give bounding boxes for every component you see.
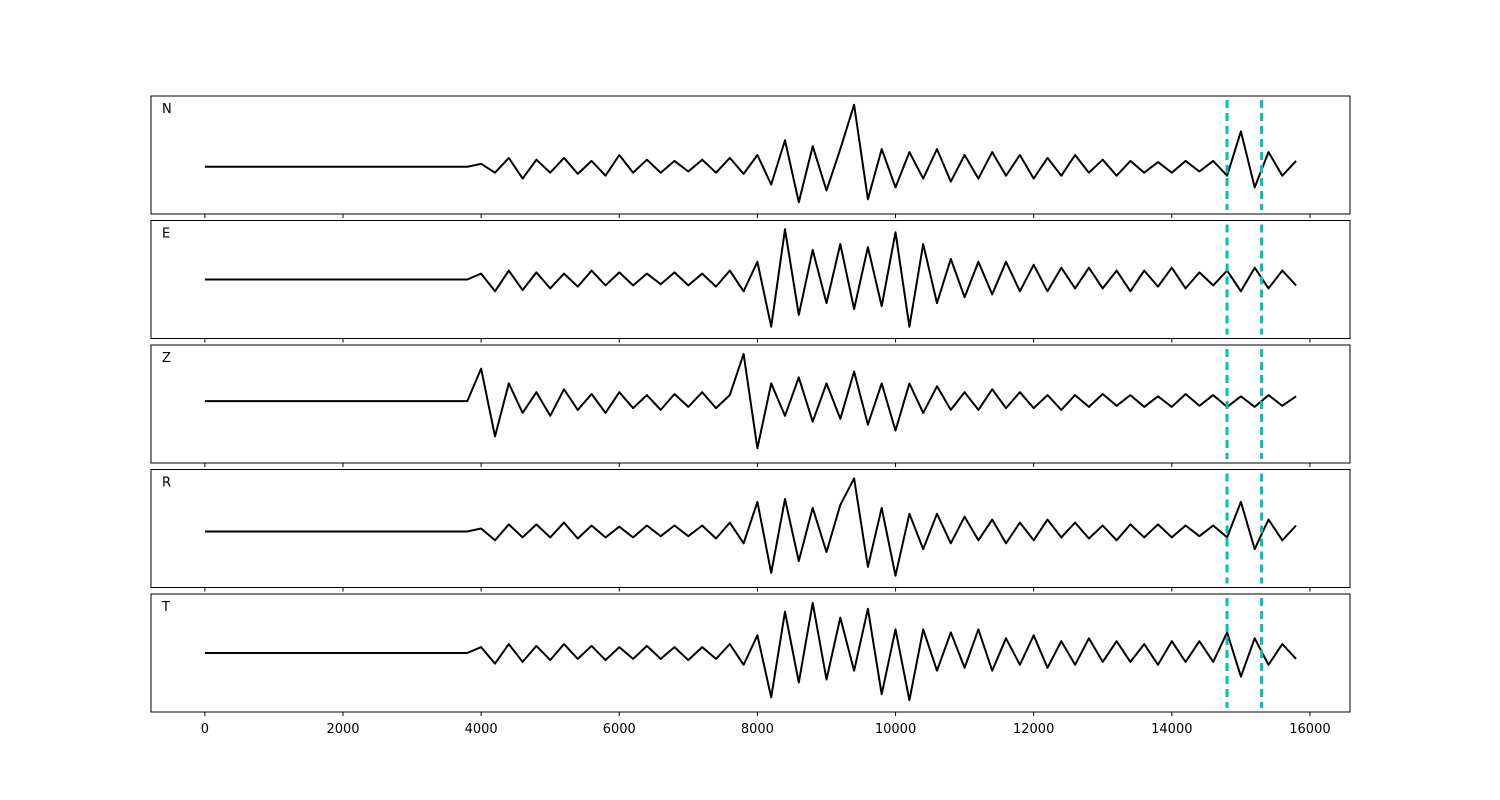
x-tick-label: 10000: [875, 722, 916, 737]
x-tick-label: 6000: [603, 722, 636, 737]
x-tick-label: 4000: [465, 722, 498, 737]
waveform: [204, 103, 1297, 204]
waveform: [204, 601, 1297, 702]
panel-label: R: [162, 476, 171, 491]
x-tick-label: 8000: [741, 722, 774, 737]
x-tick-label: 16000: [1289, 722, 1330, 737]
panel-label: E: [162, 227, 170, 242]
x-tick-label: 14000: [1151, 722, 1192, 737]
panel-frame: [150, 220, 1351, 339]
x-tick-label: 2000: [326, 722, 359, 737]
x-tick-label: 0: [201, 722, 209, 737]
panel-frame: [150, 95, 1351, 215]
panel-label: T: [161, 600, 170, 615]
panel-frame: [150, 344, 1351, 464]
panel-label: N: [162, 102, 172, 117]
waveform: [204, 228, 1297, 328]
panel-label: Z: [162, 351, 171, 366]
waveform: [204, 352, 1297, 450]
panel-frame: [150, 469, 1351, 588]
panel-frame: [150, 593, 1351, 713]
x-tick-label: 12000: [1013, 722, 1054, 737]
waveform: [204, 477, 1297, 577]
